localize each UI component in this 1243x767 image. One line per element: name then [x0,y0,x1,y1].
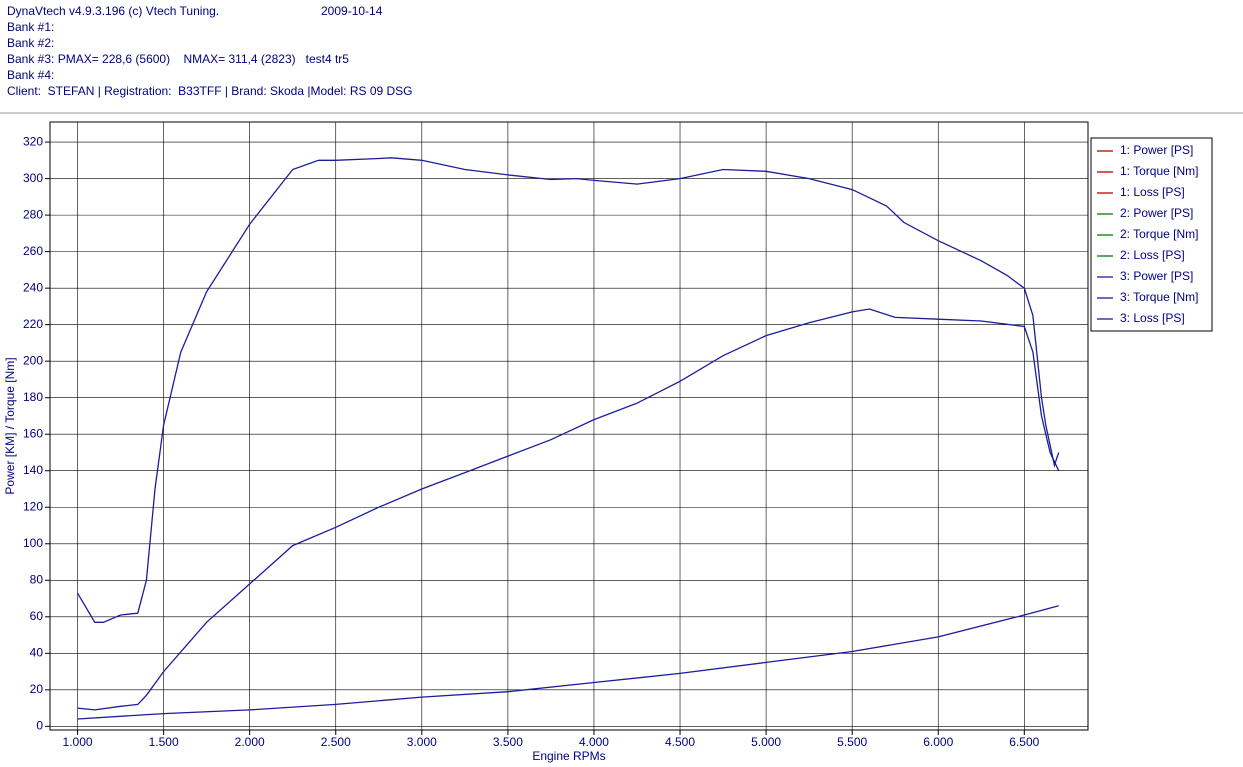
x-tick-label: 6.500 [1009,735,1039,749]
legend-label: 2: Torque [Nm] [1120,227,1198,241]
y-tick-label: 180 [23,390,43,404]
y-tick-label: 120 [23,499,43,513]
y-tick-label: 260 [23,244,43,258]
plot-area [49,121,1089,731]
legend-label: 1: Power [PS] [1120,143,1193,157]
y-tick-label: 40 [30,645,44,659]
header-line: Bank #3: PMAX= 228,6 (5600) NMAX= 311,4 … [7,52,349,66]
y-tick-label: 320 [23,134,43,148]
legend-label: 2: Loss [PS] [1120,248,1185,262]
app-title: DynaVtech v4.9.3.196 (c) Vtech Tuning. [7,4,220,18]
legend-label: 1: Torque [Nm] [1120,164,1198,178]
y-tick-label: 300 [23,171,43,185]
y-tick-label: 80 [30,572,44,586]
x-tick-label: 4.000 [579,735,609,749]
y-tick-label: 140 [23,463,43,477]
x-tick-label: 6.000 [923,735,953,749]
x-axis-label: Engine RPMs [532,749,605,763]
legend-label: 3: Loss [PS] [1120,311,1185,325]
legend-label: 3: Power [PS] [1120,269,1193,283]
x-tick-label: 2.000 [235,735,265,749]
x-tick-label: 5.500 [837,735,867,749]
y-tick-label: 100 [23,536,43,550]
series-line [77,605,1059,720]
y-tick-label: 160 [23,426,43,440]
legend-label: 3: Torque [Nm] [1120,290,1198,304]
x-tick-label: 3.500 [493,735,523,749]
y-tick-label: 200 [23,353,43,367]
series-line [77,308,1060,711]
y-axis-label: Power [KM] / Torque [Nm] [3,357,17,494]
y-tick-label: 20 [30,682,44,696]
header-line: Client: STEFAN | Registration: B33TFF | … [7,84,413,98]
y-tick-label: 60 [30,609,44,623]
x-tick-label: 3.000 [407,735,437,749]
y-tick-label: 280 [23,207,43,221]
x-tick-label: 1.500 [149,735,179,749]
y-tick-label: 0 [36,719,43,733]
x-tick-label: 4.500 [665,735,695,749]
header-line: Bank #2: [7,36,55,50]
x-tick-label: 2.500 [321,735,351,749]
x-tick-label: 1.000 [63,735,93,749]
header-line: Bank #1: [7,20,55,34]
legend-label: 1: Loss [PS] [1120,185,1185,199]
date: 2009-10-14 [321,4,383,18]
legend-label: 2: Power [PS] [1120,206,1193,220]
header-line: Bank #4: [7,68,55,82]
series-line [76,157,1060,623]
y-tick-label: 220 [23,317,43,331]
x-tick-label: 5.000 [751,735,781,749]
y-tick-label: 240 [23,280,43,294]
